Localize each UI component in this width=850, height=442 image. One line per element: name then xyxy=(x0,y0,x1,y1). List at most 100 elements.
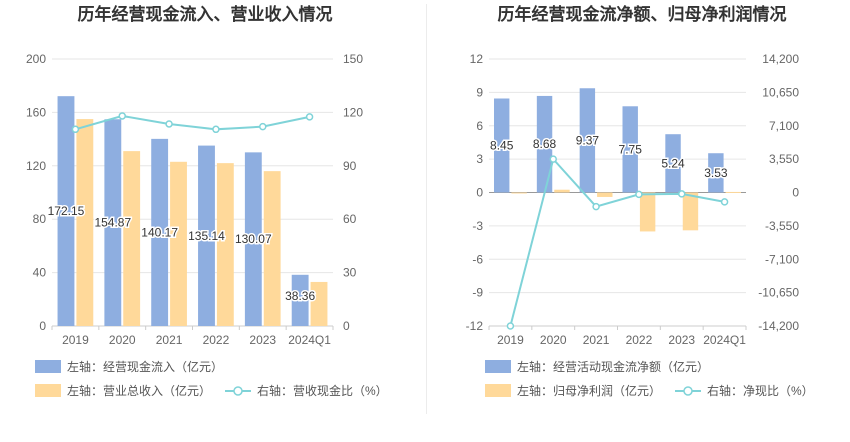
bar-data-label: 172.15 xyxy=(48,204,85,218)
bar-data-label: 8.68 xyxy=(533,137,557,151)
y-left-tick-label: 0 xyxy=(39,319,46,333)
cash-inflow-revenue-chart: 历年经营现金流入、营业收入情况 0 40 80 120 160 200 0 30 60 90 120 1… xyxy=(26,4,388,398)
y-right-tick-label: -3,550 xyxy=(765,219,799,233)
ratio-point xyxy=(165,120,173,128)
chart-title: 历年经营现金流入、营业收入情况 xyxy=(78,4,333,24)
bar-primary xyxy=(493,98,510,193)
bar-data-label: 154.87 xyxy=(94,216,131,230)
y-left-tick-label: 12 xyxy=(470,52,484,66)
ratio-point xyxy=(549,155,557,163)
x-tick-label: 2022 xyxy=(626,333,653,347)
bar-secondary xyxy=(263,171,281,326)
bar-data-label: 5.24 xyxy=(661,156,685,170)
bar-primary xyxy=(665,134,681,193)
bar-secondary xyxy=(76,119,94,326)
y-right-tick-label: 0 xyxy=(343,319,350,333)
bar-secondary xyxy=(639,192,656,232)
y-left-tick-label: 120 xyxy=(26,159,46,173)
y-right-tick-label: 120 xyxy=(343,105,363,119)
bar-data-label: 135.14 xyxy=(188,229,225,243)
bar-primary xyxy=(536,95,553,193)
x-tick-label: 2019 xyxy=(62,333,89,347)
bar-secondary xyxy=(682,192,699,231)
legend-label: 左轴：经营活动现金流净额（亿元） xyxy=(517,359,709,374)
ratio-point xyxy=(720,198,729,206)
bar-secondary xyxy=(725,191,742,193)
panel-divider xyxy=(426,4,427,414)
legend-label: 左轴：归母净利润（亿元） xyxy=(517,383,661,398)
y-left-tick-label: 0 xyxy=(476,186,483,200)
y-right-tick-label: 30 xyxy=(343,266,357,280)
y-left-tick-label: -12 xyxy=(466,319,484,333)
y-left-tick-label: -3 xyxy=(472,219,483,233)
ratio-point xyxy=(678,190,686,198)
y-left-tick-label: 6 xyxy=(476,119,483,133)
y-right-tick-label: 7,100 xyxy=(769,119,799,133)
bar-primary xyxy=(708,153,724,193)
legend-item: 右轴：净现比（%） xyxy=(675,383,814,398)
bar-primary xyxy=(291,274,309,326)
y-left-tick-label: 40 xyxy=(33,266,47,280)
bar-data-label: 7.75 xyxy=(619,142,643,156)
y-left-tick-label: -9 xyxy=(472,286,483,300)
x-tick-label: 2020 xyxy=(540,333,567,347)
left-chart-panel: 历年经营现金流入、营业收入情况 0 40 80 120 160 200 0 30 60 90 120 1… xyxy=(0,0,425,437)
bar-secondary xyxy=(511,192,527,194)
x-tick-label: 2021 xyxy=(583,333,610,347)
y-right-tick-label: 14,200 xyxy=(762,52,799,66)
bar-data-label: 3.53 xyxy=(704,166,728,180)
bar-primary xyxy=(198,145,215,326)
bar-data-label: 9.37 xyxy=(576,133,600,147)
y-left-tick-label: 160 xyxy=(26,105,46,119)
legend-label: 右轴：净现比（%） xyxy=(707,383,814,398)
ratio-point xyxy=(212,125,220,134)
ratio-point xyxy=(506,322,515,330)
ratio-point xyxy=(71,125,80,134)
legend-swatch xyxy=(35,360,61,373)
y-left-tick-label: 80 xyxy=(33,212,47,226)
y-left-tick-label: 9 xyxy=(476,85,483,99)
x-tick-label: 2021 xyxy=(156,333,183,347)
ratio-point xyxy=(118,112,126,120)
bar-primary xyxy=(57,96,75,326)
legend-item: 右轴：营收现金比（%） xyxy=(225,383,388,398)
y-right-tick-label: -14,200 xyxy=(758,319,799,333)
x-tick-label: 2023 xyxy=(249,333,276,347)
x-tick-label: 2019 xyxy=(497,333,524,347)
legend-swatch xyxy=(485,384,511,397)
y-right-tick-label: 3,550 xyxy=(769,152,799,166)
bar-primary xyxy=(151,138,169,326)
bar-data-label: 8.45 xyxy=(490,138,514,152)
legend-item: 左轴：经营现金流入（亿元） xyxy=(35,359,223,374)
x-tick-label: 2023 xyxy=(668,333,695,347)
bar-primary xyxy=(104,119,122,326)
legend-swatch xyxy=(35,384,61,397)
bar-secondary xyxy=(310,281,328,326)
bar-data-label: 130.07 xyxy=(235,232,272,246)
ratio-point xyxy=(259,122,267,131)
y-left-tick-label: -6 xyxy=(472,252,483,266)
x-tick-label: 2022 xyxy=(203,333,230,347)
legend-swatch xyxy=(485,360,511,373)
net-cashflow-profit-chart: 历年经营现金流净额、归母净利润情况 -12 -9 -6 -3 0 3 6 9 12 -14,200 -… xyxy=(466,4,814,398)
legend-label: 左轴：经营现金流入（亿元） xyxy=(67,359,223,374)
ratio-point xyxy=(305,113,314,121)
legend-line-marker xyxy=(683,386,693,396)
ratio-line xyxy=(509,157,725,327)
bar-secondary xyxy=(597,192,613,197)
legend-label: 左轴：营业总收入（亿元） xyxy=(67,383,211,398)
bar-data-label: 38.36 xyxy=(285,289,315,303)
right-chart-panel: 历年经营现金流净额、归母净利润情况 -12 -9 -6 -3 0 3 6 9 12 -14,200 -… xyxy=(425,0,850,437)
ratio-point xyxy=(635,190,643,199)
bar-primary xyxy=(244,152,262,326)
bar-data-label: 140.17 xyxy=(141,225,178,239)
legend-item: 左轴：归母净利润（亿元） xyxy=(485,383,661,398)
y-right-tick-label: 90 xyxy=(343,159,357,173)
y-left-tick-label: 3 xyxy=(476,152,483,166)
y-right-tick-label: -10,650 xyxy=(758,286,799,300)
x-tick-label: 2024Q1 xyxy=(703,333,746,347)
legend-item: 左轴：经营活动现金流净额（亿元） xyxy=(485,359,709,374)
bar-secondary xyxy=(123,151,141,326)
legend-label: 右轴：营收现金比（%） xyxy=(257,383,388,398)
y-right-tick-label: 150 xyxy=(343,52,363,66)
